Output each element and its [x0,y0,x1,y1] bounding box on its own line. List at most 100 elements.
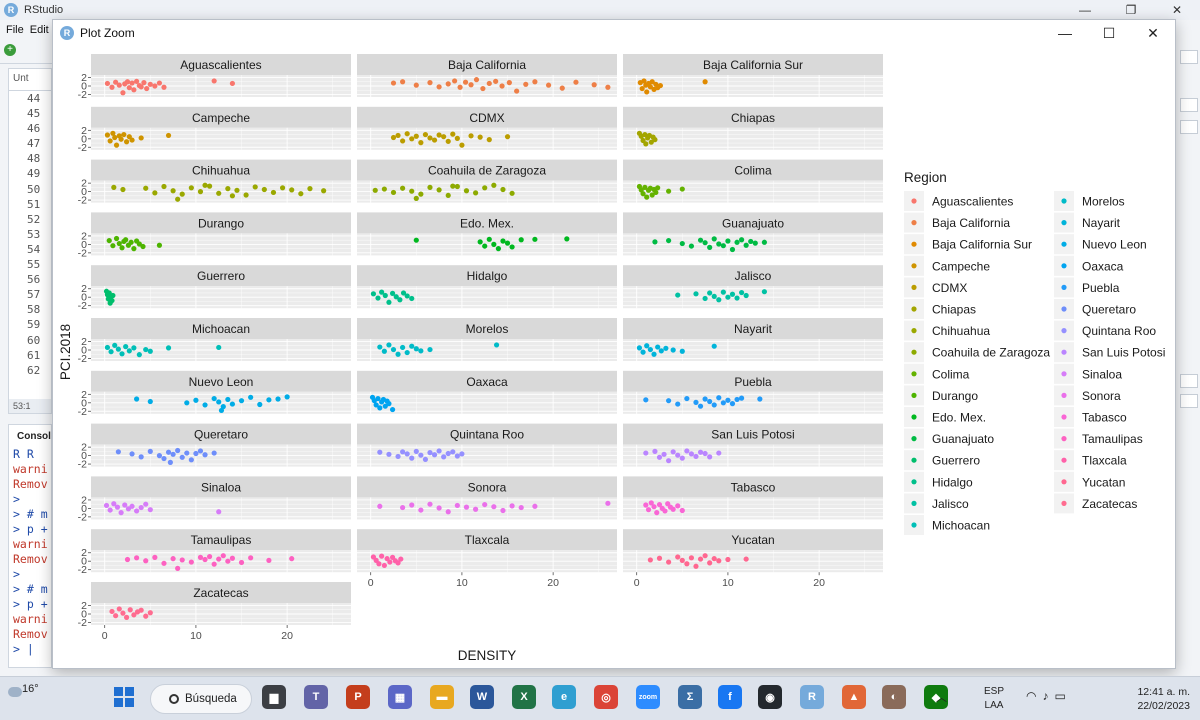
edge-icon[interactable]: e [552,685,576,709]
start-button[interactable] [112,685,136,709]
menu-file[interactable]: File [6,24,24,36]
data-point [413,133,419,139]
facet-label: Oaxaca [466,375,508,389]
y-tick-label: -2 [78,247,87,259]
rstudio-close-icon[interactable]: ✕ [1171,3,1183,17]
data-point [110,292,116,299]
facet-label: Michoacan [192,322,250,336]
data-point [652,448,658,454]
data-point [500,238,506,244]
pane-button[interactable] [1180,374,1198,388]
data-point [161,455,167,462]
data-point [175,196,181,202]
sigma-icon[interactable]: Σ [678,685,702,709]
facet-panel: Michoacan -202 [78,318,351,365]
data-point [375,395,381,402]
legend-label: Yucatan [1082,475,1125,489]
taskbar-search[interactable]: Búsqueda [150,684,252,714]
data-point [652,137,658,143]
github-icon[interactable]: ◉ [758,685,782,709]
data-point [386,299,392,305]
data-point [397,297,403,303]
data-point [486,80,492,87]
data-point [711,236,717,242]
data-point [156,242,163,248]
data-point [688,451,695,457]
weather-widget[interactable]: 16° [8,683,39,715]
close-button[interactable]: ✕ [1147,24,1159,41]
chrome-icon[interactable]: ◎ [594,685,618,709]
facet-strip [357,106,617,128]
rstudio-restore-icon[interactable]: ❐ [1125,3,1137,17]
data-point [275,396,281,402]
editor-tab[interactable]: Unt [9,69,51,91]
data-point [113,79,119,85]
data-point [110,243,116,249]
system-tray-icons[interactable]: ◠♪▭ [1026,689,1072,703]
data-point [386,401,392,407]
data-point [400,79,406,85]
data-point [216,509,222,515]
line-number: 57 [27,288,41,302]
word-icon[interactable]: W [470,685,494,709]
facet-panel: Coahuila de Zaragoza [357,159,617,203]
profile-icon[interactable]: ◐ [882,685,906,709]
data-point [216,399,222,405]
data-point [688,243,695,249]
rstudio-right-panes [1176,40,1200,676]
pane-button[interactable] [1180,98,1198,112]
data-point [134,555,140,561]
data-point [427,80,433,86]
minimize-button[interactable]: — [1058,25,1072,41]
data-point [161,183,167,190]
console-tab[interactable]: Consol [17,431,51,442]
clock[interactable]: 12:41 a. m. 22/02/2023 [1100,685,1190,713]
facebook-icon[interactable]: f [718,685,742,709]
data-point [129,503,135,509]
rstudio-icon[interactable]: R [800,685,824,709]
legend-label: Tamaulipas [1082,432,1143,446]
data-point [757,396,763,402]
x-tick-label: 0 [634,577,640,589]
excel-icon[interactable]: X [512,685,536,709]
wifi-icon[interactable]: ◠ [1026,689,1043,703]
zoom-icon[interactable]: zoom [636,685,660,709]
data-point [197,448,204,454]
menu-edit[interactable]: Edit [29,24,49,36]
game-icon[interactable]: ◆ [924,685,948,709]
teams-icon[interactable]: T [304,685,328,709]
powerpoint-icon[interactable]: P [346,685,370,709]
rstudio-minimize-icon[interactable]: — [1079,3,1091,17]
data-point [427,135,433,141]
language-indicator[interactable]: ESP LAA [984,685,1004,713]
data-point [640,349,646,355]
data-point [234,187,240,193]
data-point [111,501,117,507]
pane-button[interactable] [1180,394,1198,408]
new-file-icon[interactable]: + [4,44,16,56]
data-point [119,351,125,357]
pane-button[interactable] [1180,50,1198,64]
calculator-icon[interactable]: ▦ [388,685,412,709]
data-point [707,560,713,566]
legend-marker [1061,241,1067,247]
legend-label: Aguascalientes [932,195,1013,209]
data-point [509,190,515,196]
pane-button[interactable] [1180,120,1198,134]
matlab-icon[interactable]: ▲ [842,685,866,709]
folder-icon[interactable]: ▬ [430,685,454,709]
tray-chevron-icon[interactable]: ︿ [936,692,947,704]
data-point [375,295,381,301]
battery-icon[interactable]: ▭ [1054,689,1072,703]
data-point [684,561,690,567]
data-point [725,238,731,244]
maximize-button[interactable]: ☐ [1102,24,1116,41]
volume-icon[interactable]: ♪ [1042,689,1055,703]
data-point [655,185,661,191]
file-explorer-icon[interactable]: ▆ [262,685,286,709]
data-point [675,401,681,407]
data-point [289,556,295,562]
data-point [114,504,121,510]
data-point [211,78,217,84]
